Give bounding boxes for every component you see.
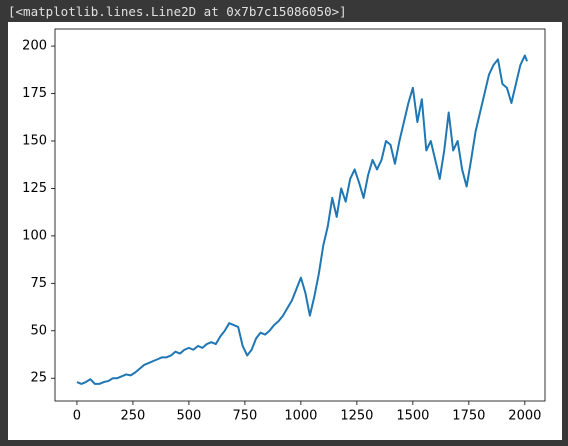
y-tick-label: 175 [22, 86, 47, 101]
output-text: [<matplotlib.lines.Line2D at 0x7b7c15086… [8, 4, 347, 19]
x-tick-label: 1250 [340, 409, 373, 424]
x-tick-label: 2000 [508, 409, 541, 424]
x-tick-label: 750 [232, 409, 257, 424]
line-series [76, 54, 529, 385]
x-tick-label: 500 [177, 409, 202, 424]
y-tick-label: 150 [22, 133, 47, 148]
x-tick-label: 1000 [284, 409, 317, 424]
y-tick-label: 200 [22, 39, 47, 54]
y-tick-label: 75 [30, 276, 47, 291]
x-tick-label: 250 [121, 409, 146, 424]
x-tick-label: 0 [73, 409, 81, 424]
y-tick-label: 100 [22, 228, 47, 243]
axes-frame [54, 28, 546, 402]
y-tick-label: 125 [22, 181, 47, 196]
x-tick-label: 1750 [452, 409, 485, 424]
x-tick-label: 1500 [396, 409, 429, 424]
figure-background [8, 22, 562, 440]
y-tick-label: 50 [30, 323, 47, 338]
y-tick-label: 25 [30, 371, 47, 386]
